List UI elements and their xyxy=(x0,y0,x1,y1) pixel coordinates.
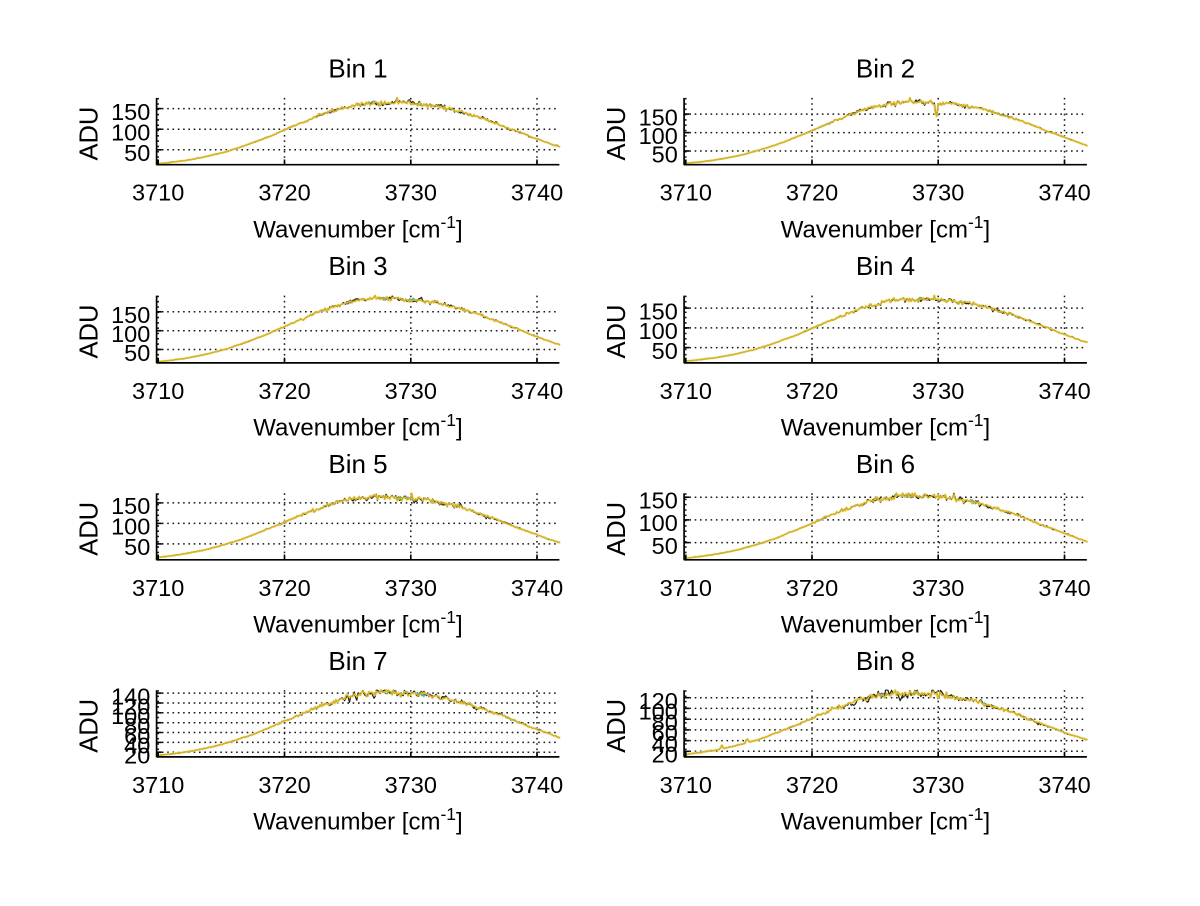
svg-text:120: 120 xyxy=(111,693,150,719)
svg-text:140: 140 xyxy=(111,683,150,709)
svg-text:100: 100 xyxy=(111,321,150,347)
svg-text:Bin 7: Bin 7 xyxy=(328,646,387,676)
svg-text:Bin 8: Bin 8 xyxy=(856,646,915,676)
svg-text:3710: 3710 xyxy=(132,772,184,798)
svg-text:Wavenumber [cm-1]: Wavenumber [cm-1] xyxy=(781,212,990,244)
svg-text:150: 150 xyxy=(111,99,150,125)
svg-text:Wavenumber [cm-1]: Wavenumber [cm-1] xyxy=(253,410,462,442)
svg-text:Bin 2: Bin 2 xyxy=(856,54,915,84)
svg-text:120: 120 xyxy=(639,688,678,714)
svg-text:60: 60 xyxy=(124,723,150,749)
svg-text:Bin 4: Bin 4 xyxy=(856,251,915,281)
svg-text:3730: 3730 xyxy=(385,772,437,798)
svg-text:3720: 3720 xyxy=(258,772,310,798)
svg-text:3720: 3720 xyxy=(258,180,310,206)
svg-text:3730: 3730 xyxy=(385,378,437,404)
svg-text:Bin 5: Bin 5 xyxy=(328,449,387,479)
svg-text:ADU: ADU xyxy=(76,699,104,753)
svg-text:3720: 3720 xyxy=(786,180,838,206)
svg-text:150: 150 xyxy=(111,493,150,519)
svg-text:ADU: ADU xyxy=(76,107,104,161)
svg-text:ADU: ADU xyxy=(603,699,631,753)
svg-text:3740: 3740 xyxy=(1038,180,1090,206)
svg-text:3720: 3720 xyxy=(786,378,838,404)
svg-text:Wavenumber [cm-1]: Wavenumber [cm-1] xyxy=(781,607,990,639)
svg-text:ADU: ADU xyxy=(603,305,631,359)
svg-text:80: 80 xyxy=(124,713,150,739)
svg-text:100: 100 xyxy=(111,514,150,540)
svg-text:150: 150 xyxy=(111,302,150,328)
svg-text:3740: 3740 xyxy=(1038,378,1090,404)
svg-text:Bin 3: Bin 3 xyxy=(328,251,387,281)
svg-text:3730: 3730 xyxy=(912,575,964,601)
svg-text:40: 40 xyxy=(652,731,678,757)
svg-text:3740: 3740 xyxy=(511,772,563,798)
svg-text:50: 50 xyxy=(652,533,678,559)
svg-text:3730: 3730 xyxy=(912,772,964,798)
svg-text:Bin 6: Bin 6 xyxy=(856,449,915,479)
svg-text:Wavenumber [cm-1]: Wavenumber [cm-1] xyxy=(253,804,462,836)
svg-text:3730: 3730 xyxy=(912,180,964,206)
svg-text:3710: 3710 xyxy=(660,575,712,601)
svg-text:20: 20 xyxy=(124,743,150,769)
svg-text:3720: 3720 xyxy=(258,575,310,601)
svg-text:40: 40 xyxy=(124,733,150,759)
svg-text:ADU: ADU xyxy=(603,502,631,556)
svg-text:100: 100 xyxy=(639,510,678,536)
svg-text:ADU: ADU xyxy=(76,305,104,359)
svg-text:3740: 3740 xyxy=(511,575,563,601)
svg-text:ADU: ADU xyxy=(603,107,631,161)
svg-text:3730: 3730 xyxy=(385,575,437,601)
svg-text:20: 20 xyxy=(652,742,678,768)
svg-text:3730: 3730 xyxy=(912,378,964,404)
svg-text:50: 50 xyxy=(124,140,150,166)
svg-text:Wavenumber [cm-1]: Wavenumber [cm-1] xyxy=(253,212,462,244)
svg-text:150: 150 xyxy=(639,104,678,130)
svg-text:3720: 3720 xyxy=(258,378,310,404)
svg-text:150: 150 xyxy=(639,298,678,324)
svg-text:3710: 3710 xyxy=(132,575,184,601)
svg-text:Wavenumber [cm-1]: Wavenumber [cm-1] xyxy=(253,607,462,639)
svg-text:ADU: ADU xyxy=(76,502,104,556)
svg-text:3710: 3710 xyxy=(660,180,712,206)
svg-text:Wavenumber [cm-1]: Wavenumber [cm-1] xyxy=(781,410,990,442)
svg-text:3710: 3710 xyxy=(132,378,184,404)
svg-text:100: 100 xyxy=(111,120,150,146)
svg-text:3740: 3740 xyxy=(1038,772,1090,798)
svg-text:3740: 3740 xyxy=(1038,575,1090,601)
svg-text:100: 100 xyxy=(639,699,678,725)
svg-text:3720: 3720 xyxy=(786,772,838,798)
svg-text:3710: 3710 xyxy=(660,378,712,404)
svg-text:3740: 3740 xyxy=(511,378,563,404)
svg-text:3740: 3740 xyxy=(511,180,563,206)
svg-text:50: 50 xyxy=(652,338,678,364)
svg-text:100: 100 xyxy=(639,318,678,344)
svg-text:3710: 3710 xyxy=(132,180,184,206)
svg-text:50: 50 xyxy=(652,141,678,167)
svg-text:3710: 3710 xyxy=(660,772,712,798)
svg-text:100: 100 xyxy=(111,703,150,729)
svg-text:50: 50 xyxy=(124,340,150,366)
svg-text:100: 100 xyxy=(639,123,678,149)
svg-text:60: 60 xyxy=(652,720,678,746)
svg-text:80: 80 xyxy=(652,710,678,736)
svg-text:150: 150 xyxy=(639,488,678,514)
svg-text:Wavenumber [cm-1]: Wavenumber [cm-1] xyxy=(781,804,990,836)
svg-text:3730: 3730 xyxy=(385,180,437,206)
svg-text:3720: 3720 xyxy=(786,575,838,601)
svg-text:Bin 1: Bin 1 xyxy=(328,54,387,84)
svg-text:50: 50 xyxy=(124,534,150,560)
